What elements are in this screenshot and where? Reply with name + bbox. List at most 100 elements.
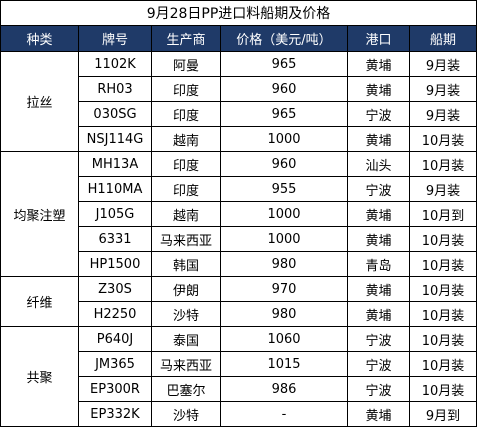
shipment-price-table: 9月28日PP进口料船期及价格 种类 牌号 生产商 价格（美元/吨） 港口 船期… xyxy=(0,0,477,427)
shipment-cell: 9月装 xyxy=(408,101,477,127)
category-cell: 均聚注塑 xyxy=(0,151,79,277)
header-producer: 生产商 xyxy=(151,25,221,52)
price-cell: 960 xyxy=(220,151,348,177)
price-cell: 1060 xyxy=(220,326,348,352)
price-cell: 986 xyxy=(220,376,348,402)
shipment-cell: 9月到 xyxy=(408,401,477,427)
grade-cell: 030SG xyxy=(78,101,152,127)
price-cell: 960 xyxy=(220,76,348,102)
producer-cell: 伊朗 xyxy=(151,276,221,302)
grade-cell: MH13A xyxy=(78,151,152,177)
port-cell: 黄埔 xyxy=(347,276,410,302)
producer-cell: 韩国 xyxy=(151,251,221,277)
title-row: 9月28日PP进口料船期及价格 xyxy=(0,0,477,26)
shipment-cell: 10月装 xyxy=(408,276,477,302)
port-cell: 黄埔 xyxy=(347,301,410,327)
producer-cell: 马来西亚 xyxy=(151,351,221,377)
grade-cell: JM365 xyxy=(78,351,152,377)
shipment-cell: 10月装 xyxy=(408,251,477,277)
shipment-cell: 10月装 xyxy=(408,126,477,152)
category-cell: 共聚 xyxy=(0,326,79,427)
producer-cell: 巴塞尔 xyxy=(151,376,221,402)
port-cell: 宁波 xyxy=(347,376,410,402)
shipment-cell: 10月装 xyxy=(408,376,477,402)
port-cell: 黄埔 xyxy=(347,76,410,102)
price-cell: 965 xyxy=(220,101,348,127)
port-cell: 黄埔 xyxy=(347,51,410,77)
price-cell: 980 xyxy=(220,251,348,277)
shipment-cell: 10月装 xyxy=(408,226,477,252)
grade-cell: J105G xyxy=(78,201,152,227)
table-row: 纤维 Z30S 伊朗 970 黄埔 10月装 xyxy=(0,276,477,327)
shipment-cell: 10月装 xyxy=(408,301,477,327)
producer-cell: 越南 xyxy=(151,201,221,227)
grade-cell: RH03 xyxy=(78,76,152,102)
port-cell: 宁波 xyxy=(347,351,410,377)
port-cell: 黄埔 xyxy=(347,401,410,427)
table-row: EP332K 沙特 - 黄埔 9月到 xyxy=(1,401,477,427)
port-cell: 黄埔 xyxy=(347,226,410,252)
shipment-cell: 10月装 xyxy=(408,326,477,352)
producer-cell: 印度 xyxy=(151,151,221,177)
header-port: 港口 xyxy=(347,25,410,52)
header-price: 价格（美元/吨） xyxy=(220,25,348,52)
shipment-cell: 10月装 xyxy=(408,351,477,377)
producer-cell: 越南 xyxy=(151,126,221,152)
table-row: 共聚 P640J 泰国 1060 宁波 10月装 xyxy=(0,326,477,427)
table-row: H110MA 印度 955 宁波 9月装 xyxy=(1,176,477,202)
table-row: RH03 印度 960 黄埔 9月装 xyxy=(1,76,477,102)
producer-cell: 印度 xyxy=(151,101,221,127)
port-cell: 宁波 xyxy=(347,101,410,127)
producer-cell: 马来西亚 xyxy=(151,226,221,252)
table-row: J105G 越南 1000 黄埔 10月到 xyxy=(1,201,477,227)
header-grade: 牌号 xyxy=(78,25,152,52)
shipment-cell: 10月装 xyxy=(408,151,477,177)
price-cell: 955 xyxy=(220,176,348,202)
table-row: H2250 沙特 980 黄埔 10月装 xyxy=(1,301,477,327)
producer-cell: 阿曼 xyxy=(151,51,221,77)
price-cell: 970 xyxy=(220,276,348,302)
category-cell: 拉丝 xyxy=(0,51,79,152)
grade-cell: H110MA xyxy=(78,176,152,202)
price-cell: 965 xyxy=(220,51,348,77)
grade-cell: 1102K xyxy=(78,51,152,77)
port-cell: 宁波 xyxy=(347,176,410,202)
header-row: 种类 牌号 生产商 价格（美元/吨） 港口 船期 xyxy=(0,25,477,52)
grade-cell: P640J xyxy=(78,326,152,352)
producer-cell: 印度 xyxy=(151,176,221,202)
grade-cell: 6331 xyxy=(78,226,152,252)
port-cell: 宁波 xyxy=(347,326,410,352)
table-row: HP1500 韩国 980 青岛 10月装 xyxy=(1,251,477,277)
category-cell: 纤维 xyxy=(0,276,79,327)
table-row: 6331 马来西亚 1000 黄埔 10月装 xyxy=(1,226,477,252)
producer-cell: 沙特 xyxy=(151,401,221,427)
producer-cell: 印度 xyxy=(151,76,221,102)
port-cell: 黄埔 xyxy=(347,126,410,152)
price-cell: - xyxy=(220,401,348,427)
shipment-cell: 9月装 xyxy=(408,176,477,202)
header-category: 种类 xyxy=(0,25,79,52)
table-row: 030SG 印度 965 宁波 9月装 xyxy=(1,101,477,127)
table-row: 均聚注塑 MH13A 印度 960 汕头 10月装 xyxy=(0,151,477,277)
header-shipment: 船期 xyxy=(408,25,477,52)
grade-cell: EP332K xyxy=(78,401,152,427)
grade-cell: HP1500 xyxy=(78,251,152,277)
port-cell: 汕头 xyxy=(347,151,410,177)
table-row: NSJ114G 越南 1000 黄埔 10月装 xyxy=(1,126,477,152)
table-row: 拉丝 1102K 阿曼 965 黄埔 9月装 xyxy=(0,51,477,152)
grade-cell: H2250 xyxy=(78,301,152,327)
price-cell: 1015 xyxy=(220,351,348,377)
port-cell: 青岛 xyxy=(347,251,410,277)
producer-cell: 沙特 xyxy=(151,301,221,327)
price-cell: 1000 xyxy=(220,226,348,252)
table-row: EP300R 巴塞尔 986 宁波 10月装 xyxy=(1,376,477,402)
table-body: 拉丝 1102K 阿曼 965 黄埔 9月装 RH03 印度 960 黄埔 9月装 030SG 印度 96… xyxy=(0,51,477,427)
producer-cell: 泰国 xyxy=(151,326,221,352)
shipment-cell: 10月到 xyxy=(408,201,477,227)
grade-cell: NSJ114G xyxy=(78,126,152,152)
grade-cell: EP300R xyxy=(78,376,152,402)
price-cell: 1000 xyxy=(220,126,348,152)
table-title: 9月28日PP进口料船期及价格 xyxy=(0,0,477,26)
shipment-cell: 9月装 xyxy=(408,51,477,77)
